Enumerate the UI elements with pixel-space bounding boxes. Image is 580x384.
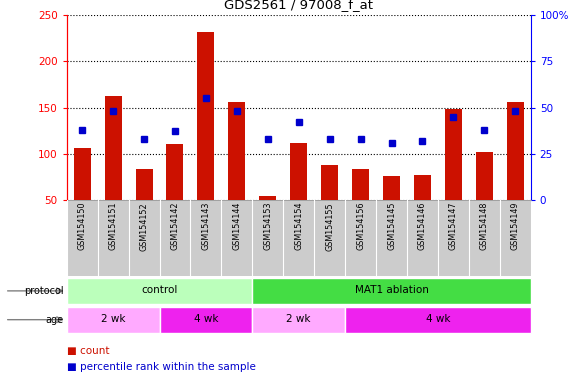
Text: GSM154154: GSM154154 bbox=[294, 202, 303, 250]
Text: ■ count: ■ count bbox=[67, 346, 109, 356]
Bar bbox=[160, 307, 252, 333]
Bar bbox=[197, 32, 215, 246]
Text: GSM154147: GSM154147 bbox=[449, 202, 458, 250]
Bar bbox=[352, 169, 369, 246]
Bar bbox=[290, 144, 307, 246]
Text: GSM154150: GSM154150 bbox=[78, 202, 86, 250]
Bar bbox=[345, 307, 531, 333]
Bar bbox=[67, 278, 252, 304]
Bar bbox=[166, 144, 183, 246]
Text: GSM154151: GSM154151 bbox=[108, 202, 118, 250]
Text: MAT1 ablation: MAT1 ablation bbox=[354, 285, 429, 295]
Text: protocol: protocol bbox=[24, 286, 64, 296]
Title: GDS2561 / 97008_f_at: GDS2561 / 97008_f_at bbox=[224, 0, 373, 12]
Text: GSM154148: GSM154148 bbox=[480, 202, 489, 250]
Bar bbox=[476, 152, 493, 246]
Text: GSM154143: GSM154143 bbox=[201, 202, 211, 250]
Text: 4 wk: 4 wk bbox=[426, 314, 450, 324]
Text: ■ percentile rank within the sample: ■ percentile rank within the sample bbox=[67, 362, 256, 372]
Text: 2 wk: 2 wk bbox=[101, 314, 125, 324]
Text: GSM154142: GSM154142 bbox=[171, 202, 179, 250]
Text: age: age bbox=[46, 314, 64, 325]
Bar bbox=[414, 175, 431, 246]
Text: GSM154156: GSM154156 bbox=[356, 202, 365, 250]
Bar bbox=[259, 196, 276, 246]
Bar bbox=[136, 169, 153, 246]
Text: GSM154144: GSM154144 bbox=[233, 202, 241, 250]
Bar bbox=[252, 278, 531, 304]
Text: GSM154153: GSM154153 bbox=[263, 202, 272, 250]
Bar bbox=[383, 176, 400, 246]
Text: GSM154145: GSM154145 bbox=[387, 202, 396, 250]
Text: control: control bbox=[142, 285, 177, 295]
Bar bbox=[67, 307, 160, 333]
Text: GSM154152: GSM154152 bbox=[140, 202, 148, 251]
Bar bbox=[252, 307, 345, 333]
Text: GSM154149: GSM154149 bbox=[511, 202, 520, 250]
Text: 2 wk: 2 wk bbox=[287, 314, 311, 324]
Text: GSM154146: GSM154146 bbox=[418, 202, 427, 250]
Bar bbox=[321, 165, 338, 246]
Bar bbox=[507, 102, 524, 246]
Bar bbox=[74, 148, 90, 246]
Bar bbox=[229, 102, 245, 246]
Bar bbox=[445, 109, 462, 246]
Bar bbox=[104, 96, 122, 246]
Text: 4 wk: 4 wk bbox=[194, 314, 218, 324]
Text: GSM154155: GSM154155 bbox=[325, 202, 334, 251]
